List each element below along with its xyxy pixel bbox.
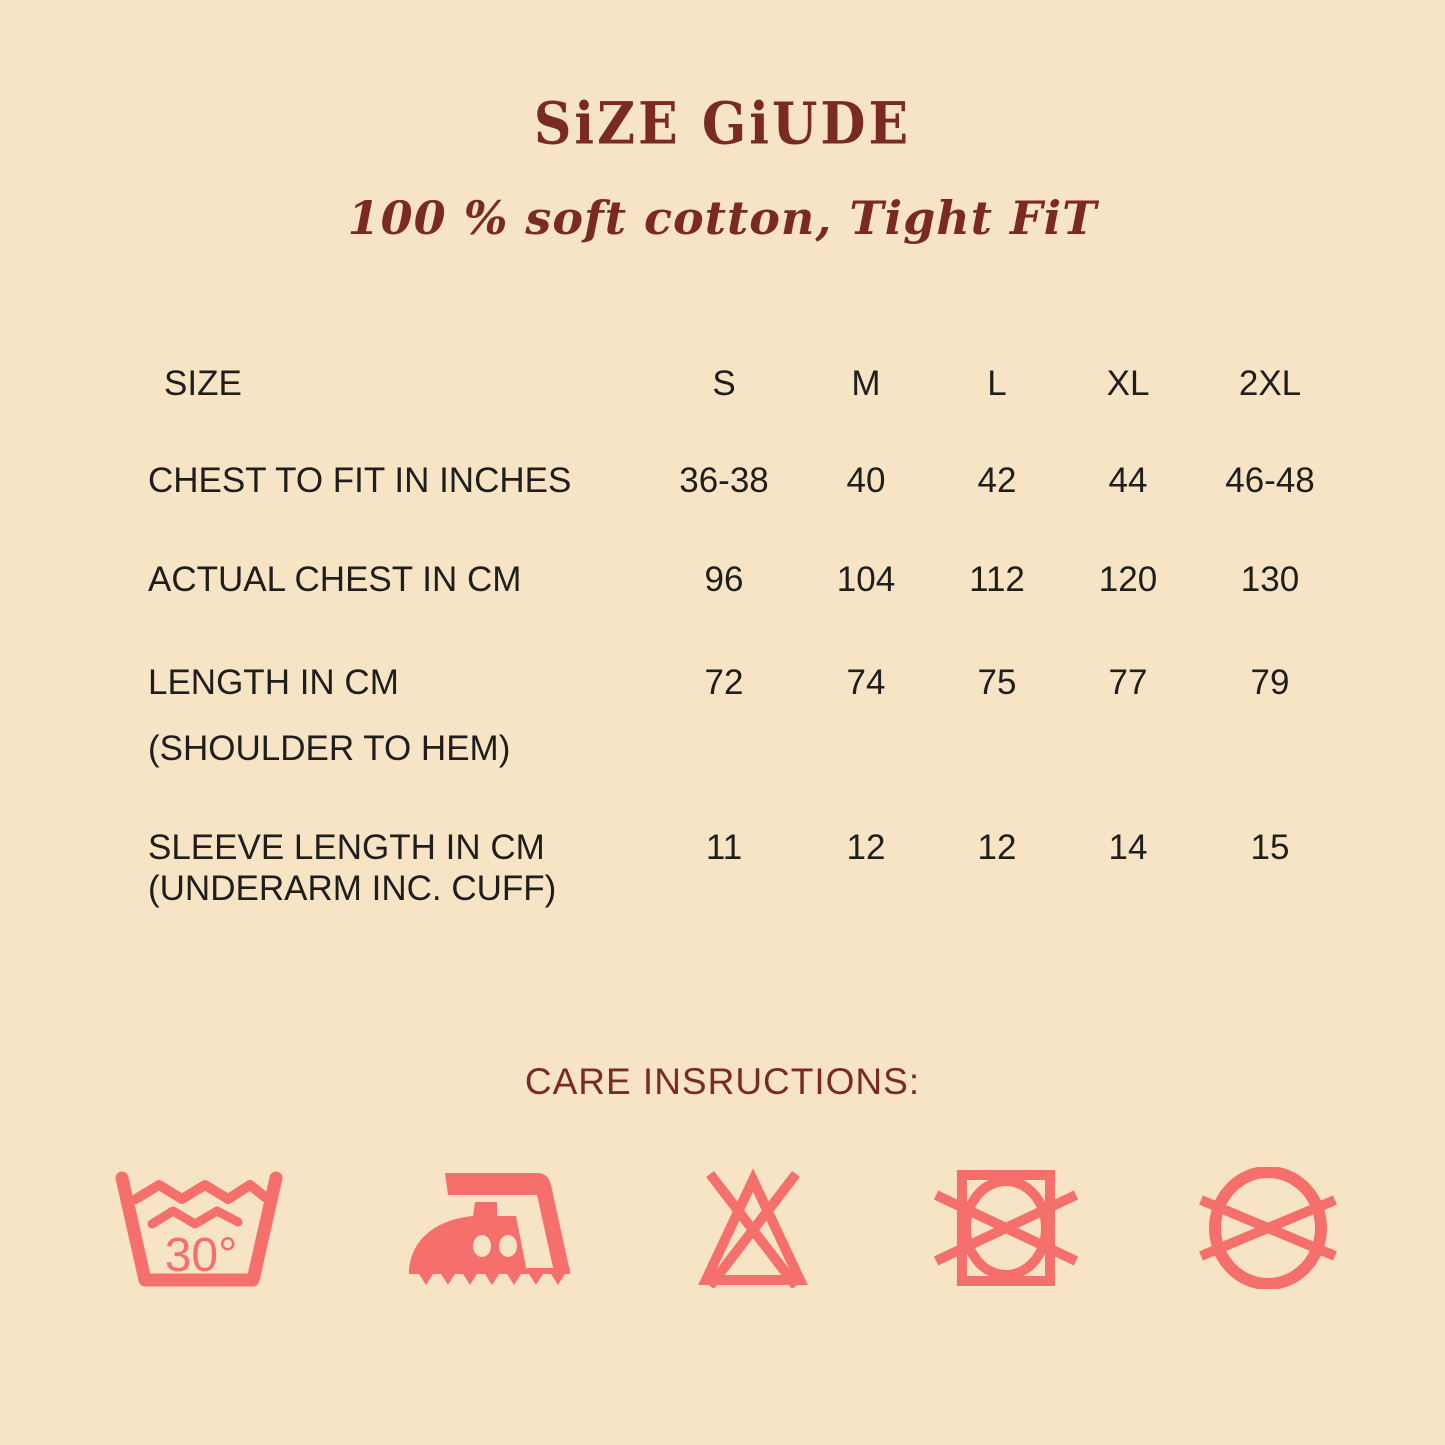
table-row-sleeve-length: SLEEVE LENGTH IN CM (UNDERARM INC. CUFF)… — [148, 827, 1358, 909]
row-label: SLEEVE LENGTH IN CM (UNDERARM INC. CUFF) — [148, 827, 653, 909]
care-instructions-heading: CARE INSRUCTIONS: — [524, 1061, 921, 1102]
cell-value: 42 — [977, 461, 1017, 500]
cell-value: 46-48 — [1225, 461, 1315, 500]
row-label: ACTUAL CHEST IN CM — [148, 560, 522, 599]
wash-30-icon: 30° — [115, 1171, 283, 1287]
table-row-chest-inches: CHEST TO FIT IN INCHES 36-38 40 42 44 46… — [148, 460, 1358, 501]
table-row-length-cm: LENGTH IN CM 72 74 75 77 79 — [148, 662, 1358, 703]
row-label-line2: (UNDERARM INC. CUFF) — [148, 869, 557, 908]
do-not-dry-clean-icon — [1199, 1167, 1337, 1289]
cell-value: 79 — [1250, 663, 1290, 702]
cell-value: 40 — [846, 461, 886, 500]
cell-value: 44 — [1108, 461, 1148, 500]
row-label: LENGTH IN CM — [148, 663, 399, 702]
cell-value: 75 — [977, 663, 1017, 702]
iron-icon — [408, 1173, 570, 1285]
row-label-line1: SLEEVE LENGTH IN CM — [148, 828, 545, 867]
cell-value: 14 — [1108, 828, 1148, 867]
cell-value: 120 — [1098, 560, 1158, 599]
cell-value: 96 — [704, 560, 744, 599]
cell-value: 12 — [977, 828, 1017, 867]
cell-value: 36-38 — [679, 461, 769, 500]
page-subtitle: 100 % soft cotton, Tight FiT — [347, 191, 1098, 245]
wash-temperature-label: 30° — [165, 1229, 238, 1282]
do-not-tumble-dry-icon — [934, 1170, 1079, 1286]
size-column-s: S — [712, 364, 736, 403]
cell-value: 112 — [969, 560, 1025, 599]
cell-value: 77 — [1108, 663, 1148, 702]
cell-value: 12 — [846, 828, 886, 867]
care-icons-row: 30° — [0, 1167, 1445, 1289]
size-table: SIZE S M L XL 2XL CHEST TO FIT IN INCHES… — [148, 363, 1358, 909]
cell-value: 15 — [1250, 828, 1290, 867]
cell-value: 104 — [836, 560, 896, 599]
table-row-chest-cm: ACTUAL CHEST IN CM 96 104 112 120 130 — [148, 559, 1358, 600]
cell-value: 72 — [704, 663, 744, 702]
cell-value: 130 — [1240, 560, 1300, 599]
size-column-xl: XL — [1106, 364, 1150, 403]
cell-value: 74 — [846, 663, 886, 702]
size-column-2xl: 2XL — [1238, 364, 1302, 403]
row-sublabel-shoulder-to-hem: (SHOULDER TO HEM) — [148, 729, 511, 768]
size-table-header-row: SIZE S M L XL 2XL — [148, 363, 1358, 404]
size-column-l: L — [987, 364, 1007, 403]
size-header-label: SIZE — [164, 364, 242, 403]
do-not-bleach-icon — [697, 1168, 808, 1288]
cell-value: 11 — [705, 828, 743, 867]
row-label: CHEST TO FIT IN INCHES — [148, 461, 572, 500]
page-title: SiZE GiUDE — [533, 89, 912, 158]
size-column-m: M — [851, 364, 881, 403]
